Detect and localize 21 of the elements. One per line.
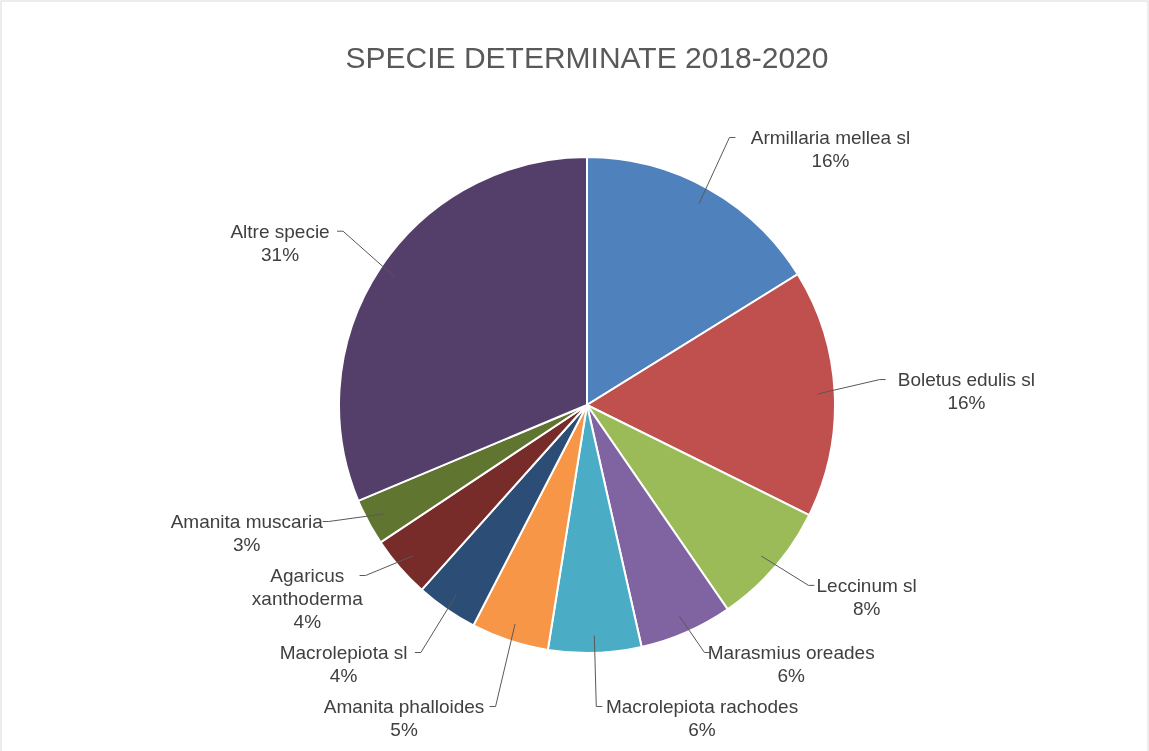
data-label: 6% xyxy=(777,664,806,686)
slice-label: Amanita muscaria xyxy=(170,510,324,532)
slice-label: Boletus edulis sl xyxy=(897,369,1036,390)
slice-label: Altre specie xyxy=(230,220,330,242)
slice-label: Macrolepiota rachodes xyxy=(605,695,799,717)
chart-title: SPECIE DETERMINATE 2018-2020 xyxy=(345,41,829,74)
data-label: 16% xyxy=(811,149,850,171)
data-label: 8% xyxy=(852,597,881,619)
slice-label: Marasmius oreades xyxy=(707,641,875,663)
slice-label: Macrolepiota sl xyxy=(279,641,408,663)
data-label: 6% xyxy=(688,718,716,740)
slice-label: Armillaria mellea sl xyxy=(750,126,911,148)
data-label: 4% xyxy=(329,664,358,686)
data-label: 3% xyxy=(233,533,261,555)
data-label: 5% xyxy=(390,718,418,740)
slice-label: Amanita phalloides xyxy=(323,695,485,717)
slice-label: Leccinum sl xyxy=(816,574,917,596)
data-label: 4% xyxy=(293,610,322,632)
data-label: 31% xyxy=(261,243,300,265)
slice-label: Agaricus xanthoderma xyxy=(251,564,364,609)
data-label: 16% xyxy=(947,392,986,413)
